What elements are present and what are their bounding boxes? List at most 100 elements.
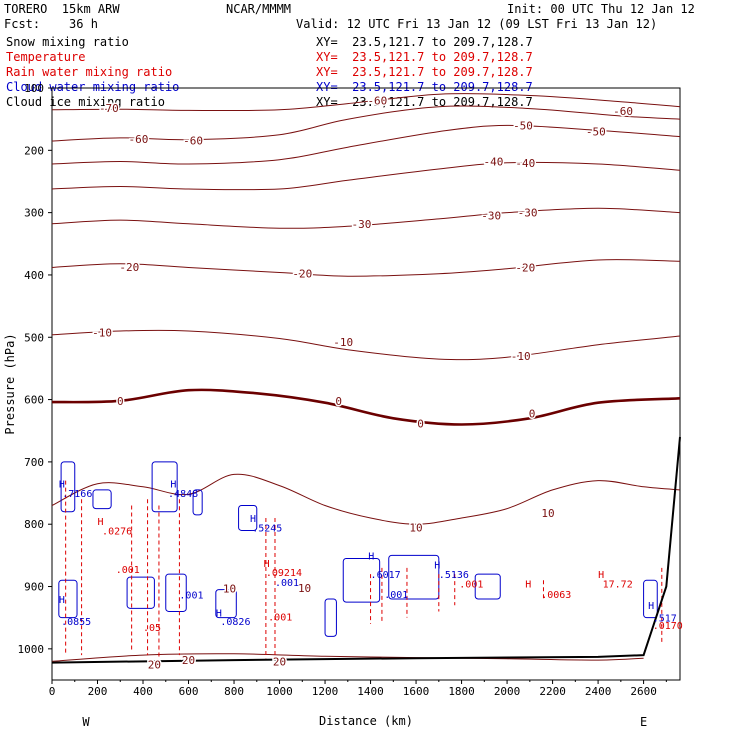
- cloud-water-contour: [474, 573, 501, 600]
- maximum-label: .05: [143, 623, 161, 634]
- maximum-label: H: [170, 480, 176, 491]
- x-tick-label: 1200: [312, 685, 339, 698]
- cloud-water-contour: [126, 576, 155, 609]
- temperature-contour-m40: [51, 161, 681, 191]
- org-label: NCAR/MMMM: [226, 2, 292, 16]
- temperature-contour-label: -10: [511, 350, 531, 363]
- temperature-contour-label: 0: [335, 395, 342, 408]
- x-tick-label: 200: [88, 685, 108, 698]
- maximum-label: .001: [459, 579, 483, 590]
- temperature-contour-label: 0: [417, 417, 424, 430]
- legend-xy-temperature: XY= 23.5,121.7 to 209.7,128.7: [316, 50, 533, 64]
- maximum-label: H: [598, 570, 604, 581]
- maximum-label: .001: [268, 612, 292, 623]
- cloud-water-contour: [324, 598, 337, 637]
- x-tick-label: 800: [224, 685, 244, 698]
- init-label: Init: 00 UTC Thu 12 Jan 12: [507, 2, 695, 16]
- legend-name-cloud-ice: Cloud ice mixing ratio: [6, 95, 165, 109]
- temperature-contour-label: -60: [183, 134, 203, 147]
- temperature-contour-label: -30: [352, 218, 372, 231]
- cloud-water-contour: [165, 573, 187, 612]
- temperature-contour-m10: [51, 329, 681, 361]
- y-tick-label: 600: [24, 394, 44, 407]
- y-tick-label: 300: [24, 207, 44, 220]
- maximum-label: .0063: [541, 590, 571, 601]
- model-title: TORERO 15km ARW: [4, 2, 120, 16]
- legend-xy-cloud-water: XY= 23.5,121.7 to 209.7,128.7: [316, 80, 533, 94]
- y-axis-title: Pressure (hPa): [3, 333, 17, 434]
- maximum-label: H: [59, 480, 65, 491]
- maximum-label: H: [59, 595, 65, 606]
- temperature-contour-m70: [51, 93, 681, 112]
- y-tick-label: 400: [24, 269, 44, 282]
- temperature-contour-label: 0: [529, 407, 536, 420]
- maximum-label: .6017: [371, 570, 401, 581]
- maximum-label: H: [525, 579, 531, 590]
- temperature-contour-label: -20: [515, 261, 535, 274]
- maximum-label: H: [250, 514, 256, 525]
- y-tick-label: 1000: [18, 643, 45, 656]
- temperature-contour-label: 10: [298, 582, 311, 595]
- temperature-contour-m30: [51, 207, 681, 229]
- y-tick-label: 100: [24, 82, 44, 95]
- temperature-contour-label: 20: [182, 654, 195, 667]
- temperature-contour-label: 0: [117, 395, 124, 408]
- maximum-label: H: [216, 609, 222, 620]
- x-axis-title: Distance (km): [319, 714, 413, 728]
- x-tick-label: 1800: [448, 685, 475, 698]
- x-tick-label: 1400: [357, 685, 384, 698]
- temperature-contour-0: [51, 388, 681, 426]
- cloud-water-contour: [643, 579, 658, 619]
- east-label: E: [640, 715, 647, 729]
- x-tick-label: 0: [49, 685, 56, 698]
- temperature-contour-label: 10: [541, 507, 554, 520]
- temperature-contour-10: [51, 473, 681, 525]
- y-tick-label: 500: [24, 331, 44, 344]
- temperature-contour-label: -10: [92, 326, 112, 339]
- x-tick-label: 2000: [494, 685, 521, 698]
- y-tick-label: 700: [24, 456, 44, 469]
- plot-frame: [51, 87, 681, 681]
- temperature-contour-label: 10: [409, 521, 422, 534]
- maximum-label: .0826: [220, 617, 250, 628]
- temperature-contour-label: -40: [515, 157, 535, 170]
- temperature-contour-m60: [51, 105, 681, 142]
- y-tick-label: 200: [24, 144, 44, 157]
- valid-label: Valid: 12 UTC Fri 13 Jan 12 (09 LST Fri …: [296, 17, 658, 31]
- temperature-contour-label: 20: [148, 658, 161, 671]
- maximum-label: .09214: [266, 568, 302, 579]
- x-tick-label: 600: [179, 685, 199, 698]
- maximum-label: H: [434, 561, 440, 572]
- maximum-label: H: [648, 601, 654, 612]
- x-tick-label: 1600: [403, 685, 430, 698]
- fcst-label: Fcst: 36 h: [4, 17, 98, 31]
- maximum-label: .0276: [102, 526, 132, 537]
- maximum-label: .001: [179, 591, 203, 602]
- x-tick-label: 400: [133, 685, 153, 698]
- cloud-water-contour: [192, 489, 203, 516]
- y-tick-label: 900: [24, 581, 44, 594]
- x-tick-label: 2400: [585, 685, 612, 698]
- cloud-water-contour: [60, 461, 76, 513]
- temperature-contour-label: -70: [99, 102, 119, 115]
- temperature-contour-label: -60: [129, 133, 149, 146]
- temperature-contour-label: -60: [613, 105, 633, 118]
- legend-name-cloud-water: Cloud water mixing ratio: [6, 80, 180, 94]
- temperature-contour-label: 20: [273, 655, 286, 668]
- cloud-water-contour: [342, 557, 381, 603]
- temperature-contour-label: -40: [483, 156, 503, 169]
- x-tick-label: 2200: [539, 685, 566, 698]
- x-tick-label: 2600: [630, 685, 657, 698]
- legend-xy-snow: XY= 23.5,121.7 to 209.7,128.7: [316, 35, 533, 49]
- maximum-label: .5136: [439, 570, 469, 581]
- cloud-water-contour: [151, 461, 178, 513]
- cloud-water-contour: [238, 505, 258, 531]
- maximum-label: H: [264, 559, 270, 570]
- x-tick-label: 1000: [266, 685, 293, 698]
- temperature-contour-m50: [51, 124, 681, 165]
- temperature-contour-label: -50: [513, 119, 533, 132]
- legend-xy-cloud-ice: XY= 23.5,121.7 to 209.7,128.7: [316, 95, 533, 109]
- temperature-contour-label: -50: [586, 126, 606, 139]
- maximum-label: 17.72: [603, 579, 633, 590]
